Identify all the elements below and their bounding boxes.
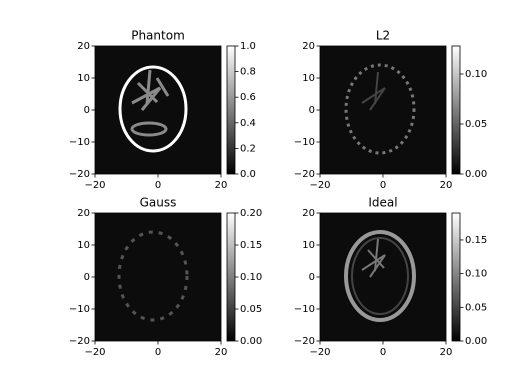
y-tick-label: 0 — [84, 105, 90, 116]
y-tick-label: −10 — [69, 137, 90, 148]
x-tick-label: 0 — [380, 347, 386, 358]
panel-title: Phantom — [131, 29, 185, 43]
colorbar-tick-label: 0.00 — [465, 336, 487, 347]
y-tick-label: −10 — [294, 304, 315, 315]
y-tick-label: −20 — [69, 169, 90, 180]
colorbar-tick-label: 0.8 — [240, 67, 256, 78]
colorbar-tick-label: 0.10 — [465, 269, 487, 280]
colorbar-tick-label: 0.10 — [465, 69, 487, 80]
y-tick-label: 10 — [302, 240, 315, 251]
colorbar-tick-label: 0.2 — [240, 143, 256, 154]
image-area — [320, 46, 446, 174]
x-tick-label: 0 — [380, 180, 386, 191]
axes-frame — [319, 45, 447, 175]
colorbar — [226, 45, 236, 175]
y-tick-label: 10 — [302, 73, 315, 84]
colorbar-tick-label: 0.0 — [240, 169, 256, 180]
colorbar — [226, 212, 236, 342]
colorbar-tick-label: 0.6 — [240, 92, 256, 103]
y-tick-label: −10 — [294, 137, 315, 148]
x-tick-label: 20 — [440, 180, 453, 191]
y-tick-label: 0 — [309, 105, 315, 116]
y-tick-label: 10 — [77, 73, 90, 84]
y-tick-label: −10 — [69, 304, 90, 315]
x-tick-label: −20 — [84, 180, 105, 191]
colorbar-tick-label: 0.00 — [465, 169, 487, 180]
colorbar-tick-label: 1.0 — [240, 41, 256, 52]
y-tick-label: 20 — [77, 41, 90, 52]
colorbar-tick-label: 0.15 — [465, 235, 487, 246]
x-tick-label: 20 — [215, 180, 228, 191]
colorbar-tick-label: 0.4 — [240, 118, 256, 129]
x-tick-label: −20 — [84, 347, 105, 358]
x-tick-label: 20 — [215, 347, 228, 358]
y-tick-label: −20 — [69, 336, 90, 347]
y-tick-label: 0 — [84, 272, 90, 283]
y-tick-label: 20 — [77, 208, 90, 219]
colorbar — [451, 45, 461, 175]
image-area — [95, 46, 221, 174]
x-tick-label: 0 — [155, 180, 161, 191]
y-tick-label: 10 — [77, 240, 90, 251]
panel-title: Gauss — [140, 196, 177, 210]
image-area — [320, 213, 446, 341]
colorbar-tick-label: 0.05 — [465, 119, 487, 130]
y-tick-label: −20 — [294, 169, 315, 180]
colorbar — [451, 212, 461, 342]
axes-frame — [94, 212, 222, 342]
image-area — [95, 213, 221, 341]
colorbar-tick-label: 0.10 — [240, 272, 262, 283]
x-tick-label: 0 — [155, 347, 161, 358]
axes-frame — [94, 45, 222, 175]
colorbar-tick-label: 0.20 — [240, 208, 262, 219]
x-tick-label: 20 — [440, 347, 453, 358]
colorbar-tick-label: 0.15 — [240, 240, 262, 251]
axes-frame — [319, 212, 447, 342]
panel-title: L2 — [376, 29, 390, 43]
x-tick-label: −20 — [309, 347, 330, 358]
colorbar-tick-label: 0.05 — [240, 304, 262, 315]
y-tick-label: 0 — [309, 272, 315, 283]
y-tick-label: −20 — [294, 336, 315, 347]
colorbar-tick-label: 0.00 — [240, 336, 262, 347]
y-tick-label: 20 — [302, 208, 315, 219]
colorbar-tick-label: 0.05 — [465, 302, 487, 313]
panel-title: Ideal — [368, 196, 397, 210]
x-tick-label: −20 — [309, 180, 330, 191]
y-tick-label: 20 — [302, 41, 315, 52]
